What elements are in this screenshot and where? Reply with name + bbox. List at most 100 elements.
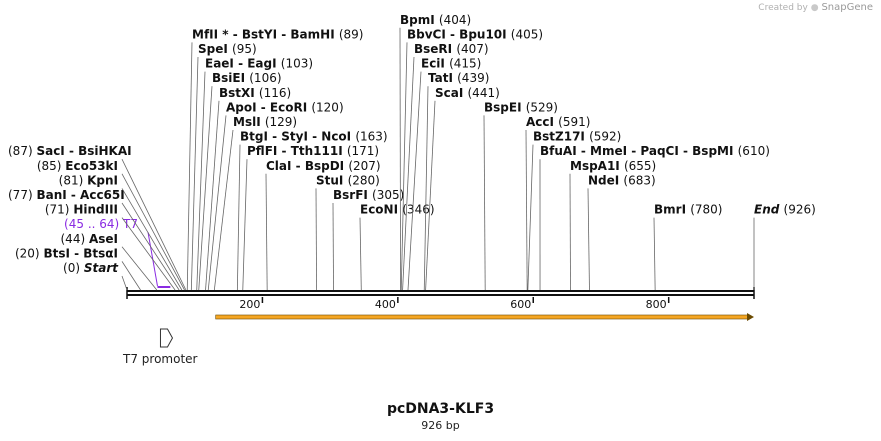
restriction-site-leader: [121, 202, 180, 291]
restriction-site-label: BstZ17I (592): [533, 130, 621, 144]
restriction-site-leader: [587, 188, 590, 291]
restriction-site-label: (44) AseI: [61, 232, 119, 246]
restriction-site: NdeI (683): [587, 173, 656, 291]
restriction-site-leader: [121, 188, 183, 291]
restriction-site: (85) Eco53kI: [37, 159, 185, 291]
restriction-site-label: BseRI (407): [414, 42, 489, 56]
restriction-site-leader: [527, 144, 534, 291]
restriction-site: BstXI (116): [205, 86, 291, 291]
restriction-site-label: MspA1I (655): [570, 159, 656, 173]
restriction-site: MslI (129): [213, 115, 297, 291]
restriction-site: ClaI - BspDI (207): [265, 159, 381, 291]
restriction-site-leader: [186, 42, 193, 291]
restriction-site: StuI (280): [315, 173, 380, 291]
restriction-site-label: (87) SacI - BsiHKAI: [8, 144, 132, 158]
restriction-site-leader: [653, 217, 656, 291]
restriction-site-leader: [196, 71, 206, 291]
restriction-site-leader: [315, 188, 317, 291]
restriction-site: (77) BanI - Acc65I: [8, 188, 180, 291]
restriction-site-leader: [402, 56, 415, 291]
restriction-site-leader: [423, 86, 429, 291]
restriction-site-label: (71) HindIII: [45, 203, 118, 217]
restriction-site-label: EaeI - EagI (103): [205, 57, 313, 71]
restriction-site: BtgI - StyI - NcoI (163): [236, 130, 388, 291]
restriction-site: SpeI (95): [190, 42, 257, 291]
restriction-site: AccI (591): [525, 115, 590, 291]
restriction-site-leader: [332, 202, 334, 291]
restriction-site-leader: [121, 173, 185, 291]
credit-brand: SnapGene: [821, 2, 873, 13]
restriction-site-leader: [569, 173, 571, 291]
restriction-site-leader: [213, 129, 234, 291]
restriction-site-label: (77) BanI - Acc65I: [8, 188, 125, 202]
restriction-site-leader: [205, 100, 220, 291]
restriction-site: BbvCI - Bpu10I (405): [400, 27, 543, 291]
restriction-site-label: SpeI (95): [198, 42, 257, 56]
restriction-site: (44) AseI: [61, 232, 158, 291]
restriction-site: (20) BtsI - BtsαI: [15, 246, 141, 291]
restriction-site-leader: [359, 217, 362, 291]
restriction-site-label: BfuAI - MmeI - PaqCI - BspMI (610): [540, 144, 770, 158]
restriction-site: MspA1I (655): [569, 159, 656, 291]
t7-promoter-label: T7 promoter: [123, 352, 198, 366]
restriction-site: MfII * - BstYI - BamHI (89): [186, 27, 363, 291]
restriction-site-leader: [121, 159, 187, 291]
restriction-site-label: (85) Eco53kI: [37, 159, 118, 173]
restriction-site-leader: [121, 275, 128, 291]
credit-prefix: Created by: [758, 3, 808, 13]
restriction-site-leader: [407, 71, 422, 291]
restriction-site-leader: [190, 56, 199, 291]
restriction-site-label: MslI (129): [233, 115, 297, 129]
restriction-site: BstZ17I (592): [527, 130, 621, 291]
restriction-site-label: EcoNI (346): [360, 203, 435, 217]
restriction-site-label: (81) KpnI: [59, 173, 118, 187]
restriction-site-leader: [242, 159, 248, 291]
restriction-site-leader: [121, 246, 158, 291]
restriction-site: EciI (415): [407, 57, 481, 291]
t7-promoter-arrow: [159, 328, 174, 348]
restriction-site: ScaI (441): [425, 86, 500, 291]
restriction-site: EaeI - EagI (103): [196, 57, 313, 291]
restriction-site: (87) SacI - BsiHKAI: [8, 144, 187, 291]
plasmid-size: 926 bp: [421, 419, 460, 432]
restriction-site-label: BstXI (116): [219, 86, 291, 100]
restriction-site: BspEI (529): [483, 100, 558, 291]
restriction-site: PflFI - Tth111I (171): [242, 144, 379, 291]
restriction-site-label: BtgI - StyI - NcoI (163): [240, 130, 388, 144]
restriction-site: BsiEI (106): [198, 71, 282, 291]
restriction-site-leader: [121, 261, 141, 291]
restriction-site-label: StuI (280): [316, 173, 380, 187]
restriction-site-leader: [207, 115, 227, 291]
axis-tick-label: 800: [646, 298, 667, 311]
restriction-site-label: ClaI - BspDI (207): [266, 159, 381, 173]
restriction-site: BfuAI - MmeI - PaqCI - BspMI (610): [539, 144, 770, 291]
restriction-site: (0) Start: [63, 261, 128, 291]
restriction-site: BpmI (404): [399, 13, 471, 291]
restriction-site-leader: [425, 100, 436, 291]
credit: Created by ● SnapGene: [758, 2, 873, 13]
restriction-site: EcoNI (346): [359, 203, 435, 291]
axis-tick-label: 200: [239, 298, 260, 311]
restriction-site-label: BpmI (404): [400, 13, 471, 27]
restriction-site: TatI (439): [423, 71, 489, 291]
restriction-site-leader: [525, 129, 528, 291]
restriction-site-leader: [121, 217, 176, 291]
axis-tick-label: 600: [510, 298, 531, 311]
orf-arrow-head: [747, 313, 754, 321]
restriction-site: End (926): [753, 203, 816, 290]
restriction-site-label: BbvCI - Bpu10I (405): [407, 27, 543, 41]
restriction-site: (81) KpnI: [59, 173, 183, 291]
restriction-site: BsrFI (305): [332, 188, 404, 291]
restriction-site-label: ScaI (441): [435, 86, 500, 100]
restriction-site-label: BmrI (780): [654, 203, 723, 217]
restriction-site: BmrI (780): [653, 203, 723, 291]
plasmid-name: pcDNA3-KLF3: [386, 401, 495, 417]
restriction-site-label: PflFI - Tth111I (171): [247, 144, 379, 158]
restriction-site-label: (0) Start: [63, 261, 119, 275]
restriction-site: (71) HindIII: [45, 203, 176, 291]
restriction-site: ApoI - EcoRI (120): [207, 100, 344, 291]
restriction-site-label: End (926): [754, 203, 816, 217]
restriction-site-label: TatI (439): [428, 71, 489, 85]
restriction-site-label: (20) BtsI - BtsαI: [15, 246, 118, 260]
